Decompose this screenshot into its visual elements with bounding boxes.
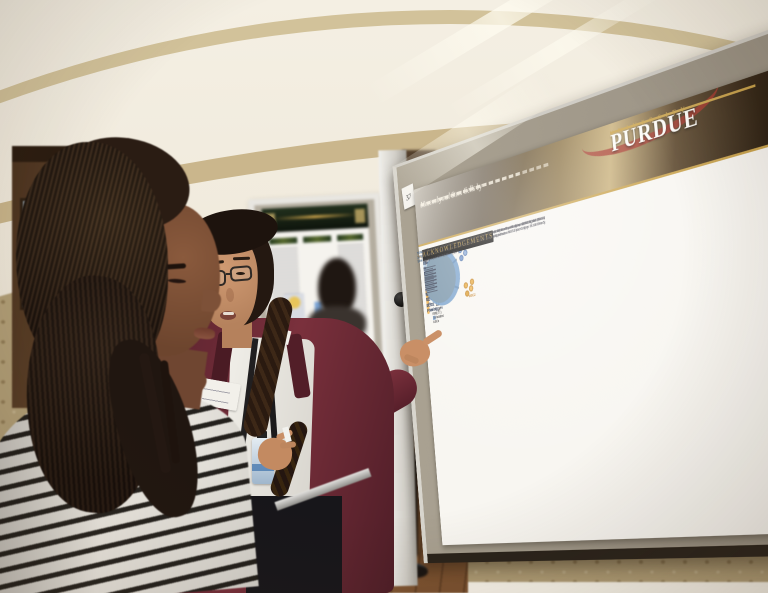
background-poster-title-blur	[272, 213, 358, 221]
presenter-eyebrow	[232, 256, 251, 261]
background-section-banner	[336, 233, 364, 242]
msc2-cell	[468, 284, 474, 292]
badge-stripe	[252, 464, 274, 471]
legend-label: LPS Stimulated ASCs	[432, 311, 444, 325]
msc2-cell	[463, 281, 469, 290]
presenter-teeth	[223, 312, 234, 315]
venn-gene-list-right	[423, 264, 438, 291]
presenter-mouth-open	[220, 311, 236, 320]
background-poster-logo	[354, 208, 366, 224]
board-number: 37	[405, 191, 412, 203]
background-section-banner	[303, 235, 332, 243]
glasses-bridge	[226, 273, 231, 275]
presenter-eye	[236, 272, 245, 275]
background-section-banner	[269, 237, 298, 245]
msc2-cell	[469, 278, 475, 286]
msc1-cell	[459, 254, 464, 262]
presenter-dark-pants	[246, 496, 342, 593]
msc2-cluster-label: MSC2	[468, 292, 476, 299]
